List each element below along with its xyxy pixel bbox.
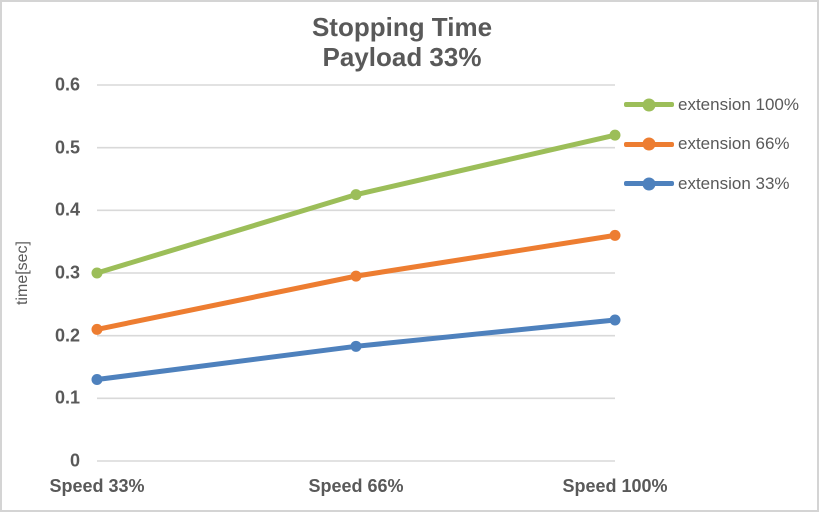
legend-line-marker-icon <box>624 177 674 191</box>
data-point-marker-extension-33 <box>609 314 621 326</box>
data-point-marker-extension-33 <box>350 340 362 352</box>
x-tick-label: Speed 100% <box>562 476 668 496</box>
legend-label: extension 33% <box>678 173 790 193</box>
data-point-marker-extension-33 <box>91 374 103 386</box>
y-tick-label: 0.3 <box>54 262 80 283</box>
y-tick-label: 0.6 <box>54 74 80 95</box>
legend-label: extension 100% <box>678 94 799 114</box>
legend-line-marker-icon <box>624 137 674 151</box>
data-point-marker-extension-66 <box>91 323 103 335</box>
x-tick-label: Speed 33% <box>49 476 145 496</box>
chart-title-line2: Payload 33% <box>322 42 482 72</box>
y-tick-label: 0 <box>69 450 80 471</box>
legend-item-extension-33: extension 33% <box>624 164 799 204</box>
y-tick-label: 0.1 <box>54 387 80 408</box>
y-tick-label: 0.2 <box>54 325 80 346</box>
legend-item-extension-66: extension 66% <box>624 125 799 165</box>
legend-line-marker-icon <box>624 98 674 112</box>
y-tick-label: 0.5 <box>54 137 80 158</box>
legend-label: extension 66% <box>678 134 790 154</box>
data-point-marker-extension-66 <box>350 270 362 282</box>
x-tick-label: Speed 66% <box>308 476 404 496</box>
chart-title: Stopping Time Payload 33% <box>2 12 802 72</box>
legend-marker-dot-icon <box>642 137 656 151</box>
legend-marker-dot-icon <box>642 98 656 112</box>
data-point-marker-extension-66 <box>609 229 621 241</box>
legend-item-extension-100: extension 100% <box>624 85 799 125</box>
series-line-extension-100 <box>94 132 618 276</box>
y-tick-label: 0.4 <box>54 199 80 220</box>
legend-marker-dot-icon <box>642 177 656 191</box>
legend: extension 100% extension 66% extension 33% <box>624 85 799 204</box>
chart-title-line1: Stopping Time <box>311 12 493 42</box>
data-point-marker-extension-100 <box>91 267 103 279</box>
data-point-marker-extension-100 <box>609 129 621 141</box>
data-point-marker-extension-100 <box>350 189 362 201</box>
